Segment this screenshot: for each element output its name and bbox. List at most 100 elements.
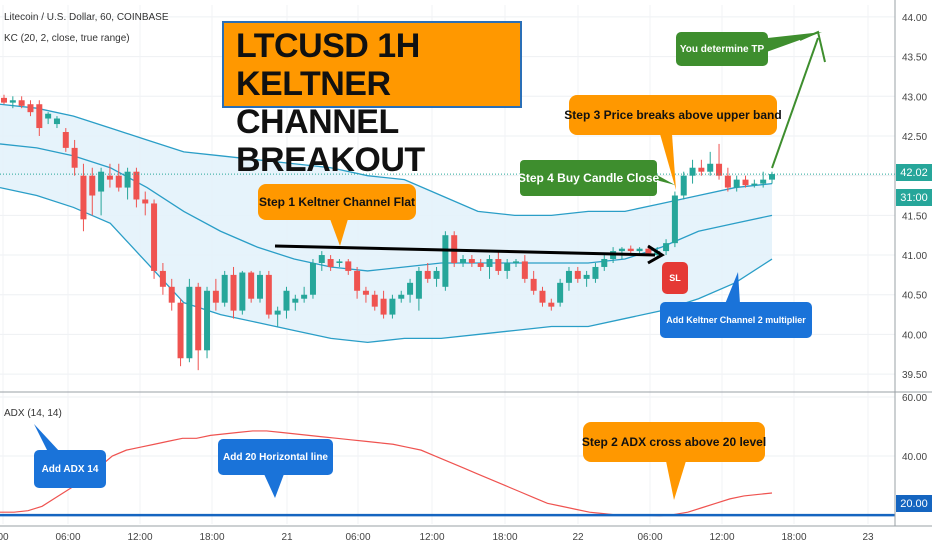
candle [433, 266, 440, 287]
candle-body [618, 248, 625, 252]
title-box: LTCUSD 1H KELTNER CHANNEL BREAKOUT [222, 21, 522, 179]
price-tick-label: 40.00 [902, 330, 927, 341]
keltner-channel [0, 103, 773, 344]
candle [380, 290, 387, 319]
candle-body [733, 179, 740, 188]
candle-body [698, 167, 705, 172]
adx14-pointer [34, 424, 60, 452]
candle [707, 151, 714, 176]
candle-body [98, 171, 105, 192]
candle [671, 191, 678, 248]
candle-body [521, 261, 528, 279]
last-price-badge: 42.02 [896, 164, 932, 181]
candle-body [477, 262, 484, 267]
candle-body [716, 163, 723, 176]
candle [274, 306, 281, 327]
time-tick-label: 23 [862, 532, 874, 543]
candle [557, 278, 564, 307]
candle [424, 262, 431, 283]
candle-body [115, 175, 122, 188]
candle-body [89, 175, 96, 196]
candle-body [513, 261, 519, 263]
candle-body [248, 272, 255, 299]
candle [592, 262, 599, 283]
candle [45, 112, 52, 125]
candle-body [442, 235, 449, 287]
candle [530, 270, 537, 295]
candle-body [468, 259, 475, 263]
candle [71, 139, 78, 176]
candle-body [495, 259, 502, 271]
candle [283, 286, 290, 319]
candle [442, 231, 449, 291]
time-tick-label: 06:00 [637, 532, 662, 543]
callout-tp: You determine TP [676, 32, 768, 66]
candle-body [142, 199, 149, 204]
candle-body [707, 163, 714, 172]
candle-body [460, 259, 467, 263]
keltner-text: Add Keltner Channel 2 multiplier [666, 315, 806, 325]
countdown-text: 31:00 [900, 191, 928, 204]
candle-body [283, 290, 290, 311]
time-tick-label: 21 [281, 532, 293, 543]
title-line-1: LTCUSD 1H KELTNER [236, 27, 420, 103]
candle-body [71, 147, 78, 168]
tp-text: You determine TP [679, 43, 765, 55]
candle [18, 96, 25, 109]
adx-level-badge: 20.00 [896, 495, 932, 512]
candle-body [574, 270, 581, 279]
candlestick-series [1, 94, 775, 371]
candle [407, 278, 414, 303]
candle [601, 255, 608, 271]
step3-pointer [660, 134, 676, 190]
countdown-badge: 31:00 [896, 189, 932, 206]
candle [468, 255, 475, 267]
keltner-fill [0, 104, 772, 343]
candle-body [407, 282, 414, 295]
adx14-text: Add ADX 14 [41, 463, 99, 475]
candle-body [760, 179, 767, 184]
candle-body [124, 171, 131, 188]
candle [539, 286, 546, 307]
time-tick-label: 22 [572, 532, 584, 543]
candle-body [345, 261, 352, 271]
step2-pointer [666, 461, 686, 500]
candle-body [195, 286, 202, 351]
time-tick-label: 18:00 [492, 532, 517, 543]
candle-body [689, 167, 696, 176]
candle-body [18, 100, 25, 106]
candle-body [424, 270, 431, 279]
candle-body [133, 171, 140, 200]
candle-body [336, 261, 343, 263]
step2-text: Step 2 ADX cross above 20 level [581, 435, 767, 449]
candle [486, 255, 493, 279]
price-tick-label: 41.00 [902, 251, 927, 262]
callout-step3: Step 3 Price breaks above upper band [564, 95, 782, 135]
candle-body [168, 286, 175, 303]
candle [195, 282, 202, 371]
candle-body [557, 282, 564, 303]
candle-body [292, 298, 299, 303]
candle [495, 251, 502, 275]
candle-body [274, 310, 281, 315]
adx-level-text: 20.00 [900, 497, 928, 510]
adx-tick-label: 40.00 [902, 452, 927, 463]
candle [239, 270, 246, 315]
time-tick-label: 18:00 [199, 532, 224, 543]
candle-body [186, 286, 193, 359]
last-price-text: 42.02 [900, 166, 928, 179]
step1-pointer [330, 219, 348, 246]
flat-channel-arrowhead [647, 244, 665, 265]
candle [115, 163, 122, 192]
price-tick-label: 43.00 [902, 92, 927, 103]
sl-text: SL [669, 273, 681, 283]
candle-body [1, 97, 7, 103]
candle-body [389, 298, 396, 315]
candle-body [106, 175, 113, 180]
candle [680, 171, 687, 200]
candle-body [769, 174, 775, 180]
step1-text: Step 1 Keltner Channel Flat [258, 195, 416, 209]
keltner-lower-band [0, 186, 773, 344]
callout-step2: Step 2 ADX cross above 20 level [581, 422, 767, 462]
